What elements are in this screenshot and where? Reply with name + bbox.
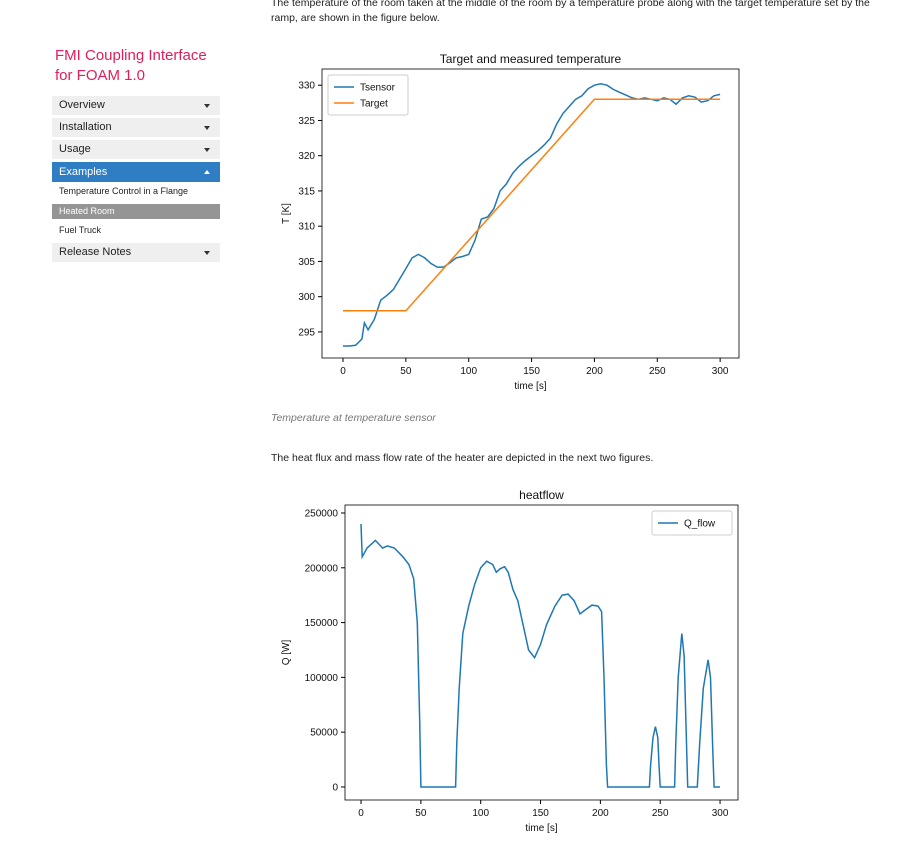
paragraph: The heat flux and mass flow rate of the …	[271, 452, 654, 464]
nav-label[interactable]: Installation	[59, 121, 112, 133]
caret	[204, 126, 210, 130]
y-axis-label: Q [W]	[281, 640, 292, 666]
x-tick-label: 50	[400, 366, 412, 377]
x-tick-label: 300	[712, 366, 729, 377]
legend-box	[327, 74, 409, 116]
x-tick-label: 0	[358, 808, 364, 819]
y-axis-label: T [K]	[281, 203, 292, 224]
y-tick-label: 320	[298, 151, 315, 162]
legend-label: Q_flow	[684, 519, 716, 530]
figure-caption: Temperature at temperature sensor	[271, 412, 436, 424]
x-tick-label: 200	[586, 366, 603, 377]
caret	[204, 148, 210, 152]
legend-label: Target	[360, 99, 388, 110]
nav-subitem[interactable]: Temperature Control in a Flange	[52, 182, 220, 201]
x-tick-label: 250	[649, 366, 666, 377]
nav-subitem-current[interactable]: Heated Room	[52, 204, 220, 219]
y-tick-label: 50000	[310, 728, 338, 739]
plot-frame	[321, 68, 740, 359]
x-tick-label: 150	[532, 808, 549, 819]
caret	[204, 251, 210, 255]
chart-title: Target and measured temperature	[440, 52, 622, 66]
sidebar-title[interactable]: FMI Coupling Interface for FOAM 1.0	[55, 47, 207, 84]
x-axis-label: time [s]	[525, 823, 557, 834]
sidebar: FMI Coupling Interface for FOAM 1.0 Over…	[52, 46, 220, 265]
x-tick-label: 50	[415, 808, 427, 819]
caret	[204, 170, 210, 174]
legend-box	[651, 510, 733, 536]
nav-item[interactable]: Release Notes	[52, 243, 220, 262]
x-tick-label: 300	[712, 808, 729, 819]
y-tick-label: 325	[298, 116, 315, 127]
legend-label: Tsensor	[360, 83, 396, 94]
y-tick-label: 100000	[305, 673, 339, 684]
y-tick-label: 300	[298, 292, 315, 303]
y-tick-label: 305	[298, 257, 315, 268]
nav-label[interactable]: Release Notes	[59, 246, 132, 258]
paragraph: The temperature of the room taken at the…	[271, 0, 870, 24]
nav-label[interactable]: Usage	[59, 143, 91, 155]
y-tick-label: 330	[298, 81, 315, 92]
nav-item[interactable]: Usage	[52, 140, 220, 159]
y-tick-label: 295	[298, 327, 315, 338]
nav-item[interactable]: Overview	[52, 96, 220, 115]
nav-item-active[interactable]: Examples	[52, 162, 220, 182]
chart-title: heatflow	[519, 488, 564, 502]
y-tick-label: 150000	[305, 618, 339, 629]
y-tick-label: 250000	[305, 508, 339, 519]
x-tick-label: 150	[523, 366, 540, 377]
x-axis-label: time [s]	[514, 381, 546, 392]
data-line	[360, 523, 720, 788]
y-tick-label: 200000	[305, 563, 339, 574]
x-tick-label: 100	[460, 366, 477, 377]
data-line	[343, 83, 721, 347]
x-tick-label: 0	[340, 366, 346, 377]
x-tick-label: 200	[592, 808, 609, 819]
nav-item[interactable]: Installation	[52, 118, 220, 137]
y-tick-label: 315	[298, 186, 315, 197]
y-tick-label: 310	[298, 222, 315, 233]
x-tick-label: 250	[652, 808, 669, 819]
nav-subitem[interactable]: Fuel Truck	[52, 221, 220, 240]
x-tick-label: 100	[472, 808, 489, 819]
caret	[204, 104, 210, 108]
nav-label[interactable]: Overview	[59, 99, 105, 111]
nav-label[interactable]: Examples	[59, 166, 108, 178]
data-line	[343, 98, 721, 312]
y-tick-label: 0	[332, 782, 338, 793]
plot-frame	[344, 504, 739, 801]
